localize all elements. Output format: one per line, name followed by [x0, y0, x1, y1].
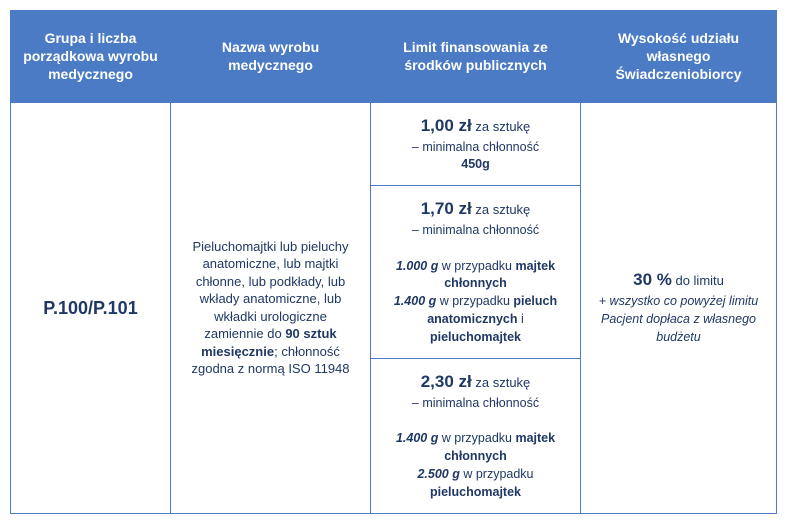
l3-b: w przypadku	[438, 431, 515, 445]
l3-d: 2.500 g	[417, 467, 459, 481]
limit-unit-1: za sztukę	[472, 119, 531, 134]
limit-price-3: 2,30 zł	[421, 372, 472, 391]
limit-unit-2: za sztukę	[472, 202, 531, 217]
l2-g: i	[518, 312, 524, 326]
limit-item-3: 2,30 zł za sztukę – minimalna chłonność …	[371, 359, 580, 513]
limit-price-2: 1,70 zł	[421, 199, 472, 218]
share-pct: 30 %	[633, 270, 672, 289]
limit-stack: 1,00 zł za sztukę – minimalna chłonność …	[371, 103, 580, 513]
financing-table: Grupa i liczba porządkowa wyrobu medyczn…	[10, 10, 777, 514]
l2-h: pieluchomajtek	[430, 330, 521, 344]
data-row: P.100/P.101 Pieluchomajtki lub pieluchy …	[11, 102, 777, 513]
l3-f: pieluchomajtek	[430, 485, 521, 499]
limit-price-1: 1,00 zł	[421, 116, 472, 135]
share-note: + wszystko co powyżej limitu Pacjent dop…	[599, 294, 758, 344]
header-col3: Limit finansowania ze środków publicznyc…	[371, 11, 581, 103]
limit-item-1: 1,00 zł za sztukę – minimalna chłonność …	[371, 103, 580, 187]
l2-d: 1.400 g	[394, 294, 436, 308]
l2-b: w przypadku	[438, 259, 515, 273]
l3-e: w przypadku	[460, 467, 534, 481]
header-col2: Nazwa wyrobu medycznego	[171, 11, 371, 103]
product-description: Pieluchomajtki lub pieluchy anatomiczne,…	[171, 102, 371, 513]
share-suffix: do limitu	[672, 273, 724, 288]
limit-note-1: – minimalna chłonność	[412, 140, 539, 154]
l2-e: w przypadku	[436, 294, 513, 308]
limit-note-2: – minimalna chłonność	[412, 223, 539, 237]
header-row: Grupa i liczba porządkowa wyrobu medyczn…	[11, 11, 777, 103]
share-cell: 30 % do limitu + wszystko co powyżej lim…	[581, 102, 777, 513]
limit-note-3: – minimalna chłonność	[412, 396, 539, 410]
header-col4: Wysokość udziału własnego Świadczeniobio…	[581, 11, 777, 103]
product-code: P.100/P.101	[11, 102, 171, 513]
l3-a: 1.400 g	[396, 431, 438, 445]
header-col1: Grupa i liczba porządkowa wyrobu medyczn…	[11, 11, 171, 103]
limit-item-2: 1,70 zł za sztukę – minimalna chłonność …	[371, 186, 580, 359]
limit-line-1-0: 450g	[461, 157, 490, 171]
limit-cell: 1,00 zł za sztukę – minimalna chłonność …	[371, 102, 581, 513]
l2-a: 1.000 g	[396, 259, 438, 273]
limit-unit-3: za sztukę	[472, 375, 531, 390]
